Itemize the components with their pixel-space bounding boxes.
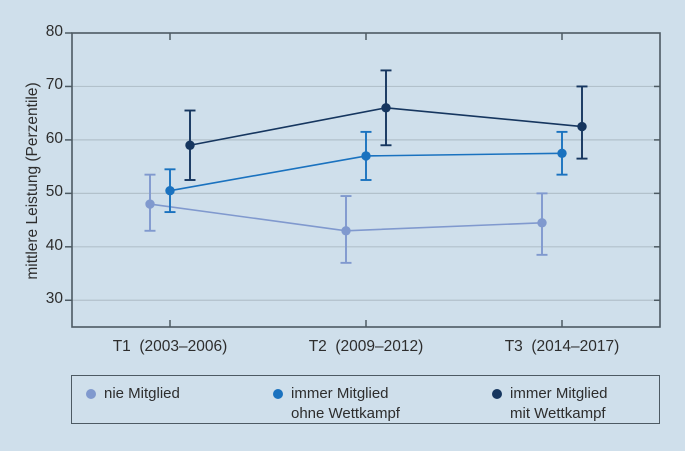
y-tick-label: 40 [45,236,63,254]
legend-label-line: immer Mitglied [510,385,608,402]
legend-label: nie Mitglied [104,384,180,404]
legend-label-line: immer Mitglied [291,385,389,402]
legend: nie Mitglied immer Mitglied ohne Wettkampf… [71,375,660,424]
legend-entry: nie Mitglied [86,384,180,404]
legend-marker-dot-icon [492,389,502,399]
x-category-label: T2 (2009–2012) [308,338,424,355]
data-point-marker [145,199,155,209]
legend-label-line: mit Wettkampf [510,405,606,422]
legend-label: immer Mitglied ohne Wettkampf [291,384,400,424]
x-category-label: T3 (2014–2017) [504,338,620,355]
x-category-label: T1 (2003–2006) [112,338,228,355]
legend-label: immer Mitglied mit Wettkampf [510,384,608,424]
legend-marker-dot-icon [86,389,96,399]
data-point-marker [557,148,567,158]
legend-entry: immer Mitglied mit Wettkampf [492,384,608,424]
y-tick-label: 70 [45,76,63,94]
y-axis-title: mittlere Leistung (Perzentile) [24,82,41,280]
data-point-marker [165,185,175,196]
y-tick-label: 60 [45,129,63,147]
data-point-marker [381,103,391,113]
data-point-marker [185,140,195,150]
legend-marker-dot-icon [273,389,283,399]
legend-label-line: ohne Wettkampf [291,405,400,422]
legend-entry: immer Mitglied ohne Wettkampf [273,384,400,424]
y-tick-label: 30 [45,290,63,308]
data-point-marker [361,151,371,161]
y-tick-label: 80 [45,23,63,40]
plot-border [71,32,661,328]
data-point-marker [341,226,351,236]
legend-label-line: nie Mitglied [104,385,180,402]
data-point-marker [537,218,547,228]
data-point-marker [577,121,587,132]
y-tick-label: 50 [45,183,63,201]
